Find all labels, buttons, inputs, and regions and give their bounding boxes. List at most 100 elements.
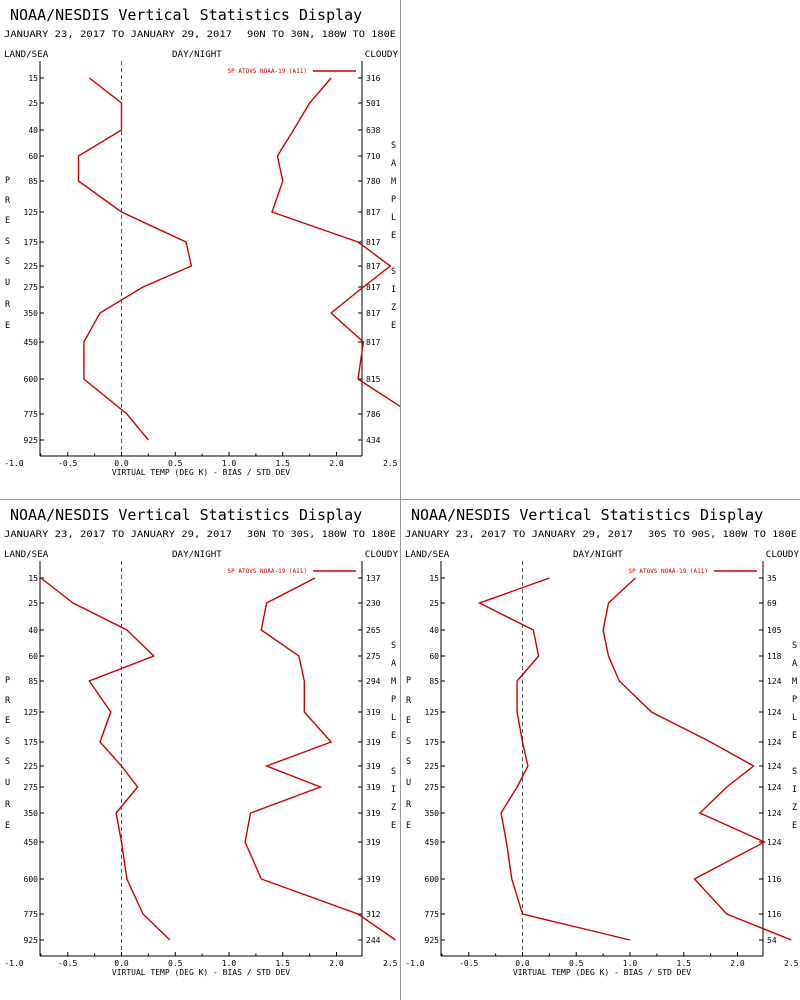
sample-size-vertical-letter: E [391,321,396,331]
sample-size-label: 817 [366,309,381,318]
sample-size-label: 118 [767,652,782,661]
std-dev-series-line [602,577,792,941]
pressure-level-label: 175 [425,738,440,747]
x-tick-label: 1.0 [623,959,638,968]
sample-size-label: 124 [767,809,782,818]
sample-size-vertical-letter: S [391,141,396,151]
panel-divider-horizontal [0,499,800,500]
sample-size-vertical-letter: Z [391,303,396,313]
pressure-level-label: 125 [24,208,39,217]
sample-size-label: 319 [366,783,381,792]
sample-size-label: 501 [366,99,381,108]
sample-size-label: 124 [767,738,782,747]
sample-size-vertical-letter: A [391,659,396,669]
sample-size-label: 817 [366,283,381,292]
land-sea-label: LAND/SEA [405,549,450,560]
legend-label: SP ATOVS NOAA-19 (A11) [228,68,307,75]
pressure-vertical-letter: R [406,696,412,706]
pressure-vertical-letter: P [5,676,10,686]
x-tick-label: 1.5 [276,959,291,968]
pressure-level-label: 175 [24,738,39,747]
x-tick-label: 0.0 [114,459,129,468]
region-label: 90N TO 30N, 180W TO 180E [247,29,396,40]
land-sea-label: LAND/SEA [4,549,49,560]
pressure-vertical-letter: R [406,800,412,810]
pressure-level-label: 25 [28,599,38,608]
pressure-level-label: 275 [24,783,39,792]
pressure-level-label: 925 [24,936,39,945]
sample-size-label: 638 [366,126,381,135]
pressure-level-label: 925 [425,936,440,945]
sample-size-label: 294 [366,677,381,686]
x-axis-label: VIRTUAL TEMP (DEG K) - BIAS / STD DEV [513,968,691,977]
sample-size-vertical-letter: Z [792,803,797,813]
pressure-level-label: 85 [28,177,38,186]
sample-size-label: 434 [366,436,381,445]
sample-size-label: 265 [366,626,381,635]
sample-size-vertical-letter: E [391,821,396,831]
pressure-level-label: 600 [24,375,39,384]
pressure-level-label: 350 [24,809,39,818]
pressure-level-label: 350 [425,809,440,818]
pressure-level-label: 450 [425,838,440,847]
region-label: 30N TO 30S, 180W TO 180E [247,529,396,540]
sample-size-label: 124 [767,783,782,792]
pressure-level-label: 225 [24,762,39,771]
sample-size-vertical-letter: E [792,821,797,831]
pressure-level-label: 600 [425,875,440,884]
std-dev-series-line [244,577,396,941]
sample-size-vertical-letter: L [391,213,396,223]
sample-size-vertical-letter: I [391,285,396,295]
date-range: JANUARY 23, 2017 TO JANUARY 29, 2017 [4,529,232,540]
pressure-vertical-letter: S [5,757,10,767]
pressure-vertical-letter: R [5,300,11,310]
sample-size-label: 312 [366,910,381,919]
sample-size-label: 319 [366,738,381,747]
sample-size-vertical-letter: P [391,195,396,205]
pressure-level-label: 60 [28,652,38,661]
x-tick-label: -0.5 [58,959,77,968]
sample-size-vertical-letter: A [792,659,797,669]
sample-size-label: 124 [767,677,782,686]
date-range: JANUARY 23, 2017 TO JANUARY 29, 2017 [405,529,633,540]
sample-size-label: 137 [366,574,381,583]
pressure-level-label: 60 [429,652,439,661]
pressure-level-label: 40 [28,626,38,635]
pressure-level-label: 25 [28,99,38,108]
pressure-vertical-letter: S [406,737,411,747]
sample-size-vertical-letter: L [391,713,396,723]
pressure-level-label: 125 [24,708,39,717]
day-night-label: DAY/NIGHT [172,49,222,60]
sample-size-label: 817 [366,208,381,217]
pressure-level-label: 775 [24,410,39,419]
chart-title: NOAA/NESDIS Vertical Statistics Display [411,506,763,524]
pressure-vertical-letter: E [5,821,10,831]
x-tick-label: -1.0 [4,459,23,468]
x-tick-label: 2.0 [329,459,344,468]
x-tick-label: 1.0 [222,959,237,968]
pressure-level-label: 125 [425,708,440,717]
sample-size-vertical-letter: M [391,677,396,687]
sample-size-vertical-letter: M [391,177,396,187]
chart-panel-south: NOAA/NESDIS Vertical Statistics Display J… [401,500,800,1000]
sample-size-vertical-letter: P [391,695,396,705]
x-tick-label: 2.0 [730,959,745,968]
sample-size-label: 319 [366,809,381,818]
pressure-vertical-letter: S [5,257,10,267]
bias-series-line [40,577,171,941]
x-tick-label: -0.5 [58,459,77,468]
cloudy-label: CLOUDY [766,549,800,560]
x-tick-label: -1.0 [4,959,23,968]
sample-size-vertical-letter: S [792,641,797,651]
x-axis-label: VIRTUAL TEMP (DEG K) - BIAS / STD DEV [112,468,290,477]
sample-size-label: 316 [366,74,381,83]
x-tick-label: 1.5 [276,459,291,468]
pressure-level-label: 60 [28,152,38,161]
sample-size-vertical-letter: Z [391,803,396,813]
sample-size-vertical-letter: I [391,785,396,795]
sample-size-label: 780 [366,177,381,186]
x-axis-label: VIRTUAL TEMP (DEG K) - BIAS / STD DEV [112,968,290,977]
pressure-level-label: 15 [429,574,439,583]
sample-size-label: 116 [767,875,782,884]
x-tick-label: 2.0 [329,959,344,968]
